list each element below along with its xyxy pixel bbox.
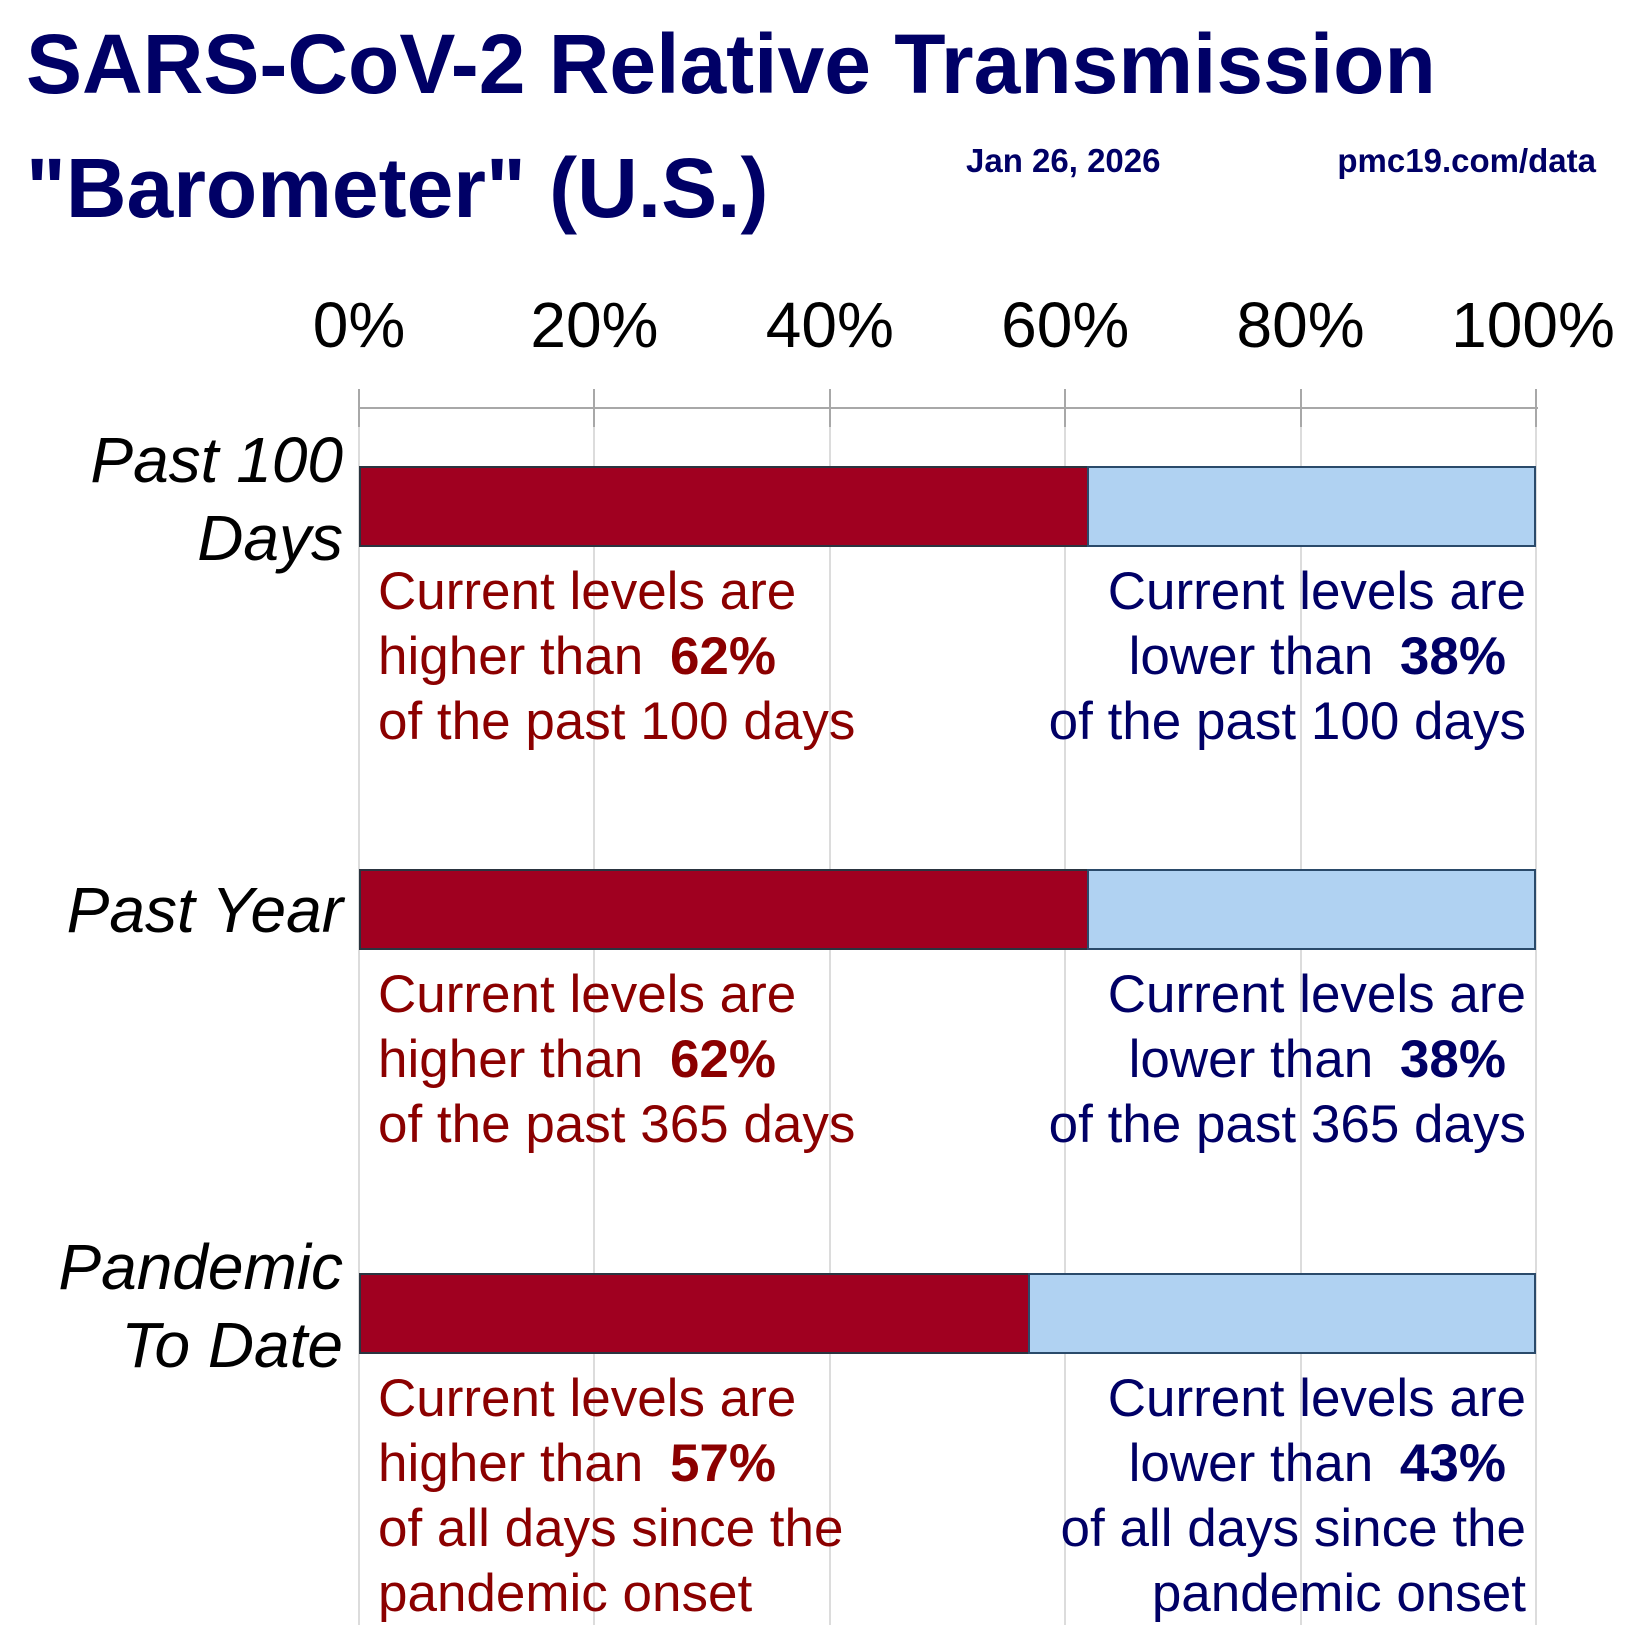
annotation-text: higher than — [378, 627, 658, 686]
chart-source: pmc19.com/data — [1337, 142, 1596, 179]
x-tick-mark — [358, 389, 360, 427]
category-label-line: Days — [197, 502, 343, 574]
annotation-line: lower than 38% — [1049, 1027, 1526, 1092]
annotation-line: of the past 100 days — [378, 692, 856, 751]
annotation-line: of all days since the — [1060, 1499, 1526, 1558]
x-tick-label: 60% — [1001, 289, 1130, 361]
stacked-bar — [359, 466, 1536, 547]
annotation-text: higher than — [378, 1434, 658, 1493]
gridline — [593, 389, 596, 1625]
annotation-text: lower than — [1128, 627, 1388, 686]
annotation-line: lower than 43% — [1061, 1431, 1526, 1496]
annotation-line: of the past 365 days — [378, 1095, 856, 1154]
x-tick-mark — [828, 389, 831, 427]
annotation-percent: 43% — [1399, 1434, 1506, 1493]
annotation-line: lower than 38% — [1049, 624, 1526, 689]
x-tick-label: 80% — [1236, 289, 1365, 361]
category-label-line: Pandemic — [58, 1231, 343, 1303]
x-tick-label: 100% — [1451, 289, 1615, 361]
category-label: Pandemic To Date — [58, 1228, 343, 1384]
x-tick-label: 0% — [312, 289, 406, 361]
annotation-percent: 62% — [669, 1030, 777, 1089]
stacked-bar — [359, 1273, 1536, 1354]
x-tick-label: 20% — [530, 289, 659, 361]
gridline — [1299, 389, 1302, 1625]
bar-segment-lower — [1086, 466, 1536, 547]
annotation-line: higher than 62% — [378, 624, 855, 689]
annotation-line: Current levels are — [378, 1369, 797, 1428]
bar-segment-higher — [359, 1273, 1030, 1354]
annotation-percent: 38% — [1399, 627, 1506, 686]
bar-segment-higher — [359, 869, 1089, 950]
category-label-line: Past Year — [66, 874, 343, 946]
x-tick-mark — [1064, 389, 1067, 427]
gridline — [1535, 389, 1537, 1625]
annotation-line: of all days since the — [378, 1499, 844, 1558]
annotation-line: Current levels are — [1107, 1369, 1526, 1428]
annotation-line: pandemic onset — [1151, 1564, 1526, 1623]
category-label-line: Past 100 — [90, 424, 343, 496]
category-label: Past 100 Days — [90, 421, 343, 577]
category-label: Past Year — [67, 871, 343, 949]
annotation-percent: 38% — [1399, 1030, 1506, 1089]
annotation-higher: Current levels are higher than 62% of the … — [378, 559, 855, 754]
annotation-line: of the past 100 days — [1048, 692, 1526, 751]
chart-title: SARS-CoV-2 Relative Transmission — [26, 17, 1436, 111]
chart-date: Jan 26, 2026 — [966, 142, 1161, 179]
chart-subtitle: "Barometer" (U.S.) — [26, 141, 769, 235]
annotation-lower: Current levels are lower than 43% of all d… — [1061, 1366, 1526, 1625]
gridline — [828, 389, 831, 1625]
bar-segment-lower — [1027, 1273, 1536, 1354]
annotation-higher: Current levels are higher than 57% of all … — [378, 1366, 843, 1625]
annotation-lower: Current levels are lower than 38% of the p… — [1049, 559, 1526, 754]
x-axis-line — [359, 407, 1538, 409]
category-label-line: To Date — [121, 1309, 343, 1381]
annotation-percent: 62% — [669, 627, 777, 686]
annotation-line: Current levels are — [1107, 562, 1526, 621]
stacked-bar — [359, 869, 1536, 950]
annotation-percent: 57% — [669, 1434, 777, 1493]
annotation-line: higher than 62% — [378, 1027, 855, 1092]
x-tick-mark — [1299, 389, 1302, 427]
annotation-line: Current levels are — [378, 965, 797, 1024]
gridline — [358, 389, 360, 1625]
annotation-lower: Current levels are lower than 38% of the p… — [1049, 962, 1526, 1157]
annotation-line: of the past 365 days — [1048, 1095, 1526, 1154]
bar-segment-higher — [359, 466, 1089, 547]
x-tick-label: 40% — [765, 289, 894, 361]
x-tick-mark — [1535, 389, 1537, 427]
annotation-text: lower than — [1128, 1434, 1388, 1493]
annotation-line: pandemic onset — [378, 1564, 753, 1623]
annotation-text: higher than — [378, 1030, 658, 1089]
x-tick-mark — [593, 389, 596, 427]
annotation-line: Current levels are — [378, 562, 797, 621]
annotation-text: lower than — [1128, 1030, 1388, 1089]
annotation-line: Current levels are — [1107, 965, 1526, 1024]
annotation-higher: Current levels are higher than 62% of the … — [378, 962, 855, 1157]
bar-segment-lower — [1086, 869, 1536, 950]
annotation-line: higher than 57% — [378, 1431, 843, 1496]
gridline — [1064, 389, 1067, 1625]
